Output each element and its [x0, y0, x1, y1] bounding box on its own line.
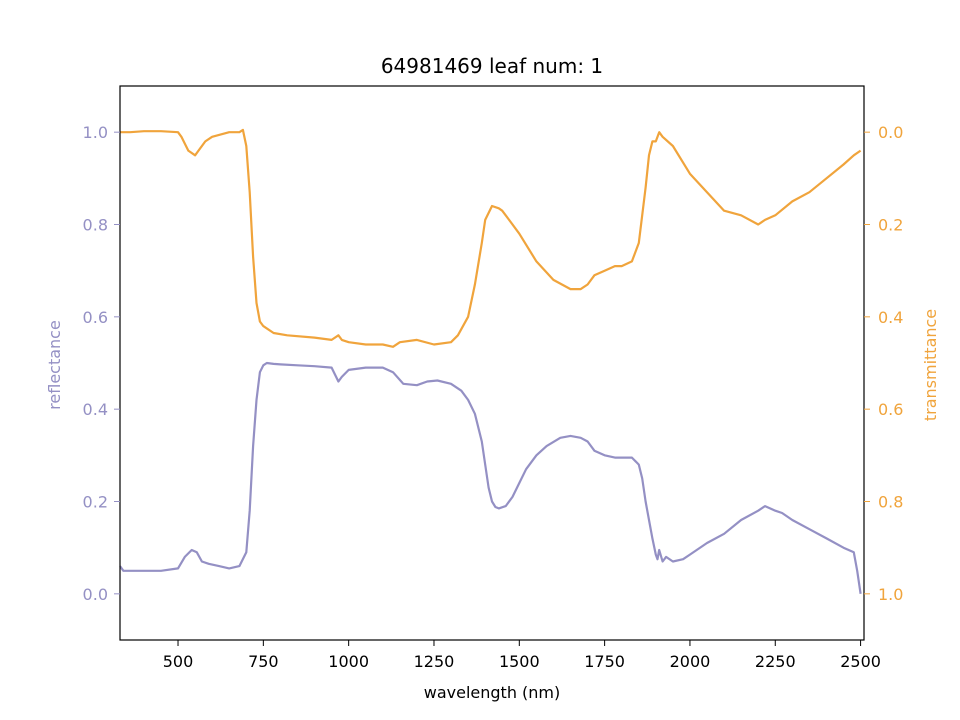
x-tick-label: 1000 [328, 652, 369, 671]
x-tick-label: 1500 [499, 652, 540, 671]
y-axis-label-left: reflectance [45, 320, 64, 410]
y-axis-label-right: transmittance [921, 309, 940, 421]
y-left-tick-label: 0.8 [83, 216, 108, 235]
y-right-tick-label: 0.8 [878, 493, 903, 512]
chart-title: 64981469 leaf num: 1 [381, 54, 603, 78]
y-right-tick-label: 0.0 [878, 123, 903, 142]
series-line-transmittance [120, 128, 862, 348]
x-tick-label: 2000 [670, 652, 711, 671]
y-left-tick-label: 0.4 [83, 400, 108, 419]
x-tick-label: 1250 [414, 652, 455, 671]
y-right-tick-label: 0.2 [878, 216, 903, 235]
series-line-reflectance [119, 361, 862, 594]
plot-area: 500 750 1000 1250 1500 1750 2000 2250 2500 0.0 0.2… [83, 85, 903, 671]
x-tick-label: 500 [163, 652, 194, 671]
y-left-tick-label: 0.6 [83, 308, 108, 327]
x-tick-label: 2250 [755, 652, 796, 671]
y-right-tick-label: 1.0 [878, 585, 903, 604]
x-tick-label: 2500 [840, 652, 881, 671]
x-tick-label: 1750 [584, 652, 625, 671]
y-left-tick-label: 0.2 [83, 493, 108, 512]
x-tick-label: 750 [248, 652, 279, 671]
y-left-tick-label: 0.0 [83, 585, 108, 604]
y-right-tick-label: 0.6 [878, 400, 903, 419]
plot-frame [119, 85, 865, 641]
x-axis-label: wavelength (nm) [424, 683, 561, 702]
y-left-tick-label: 1.0 [83, 123, 108, 142]
y-right-tick-label: 0.4 [878, 308, 903, 327]
